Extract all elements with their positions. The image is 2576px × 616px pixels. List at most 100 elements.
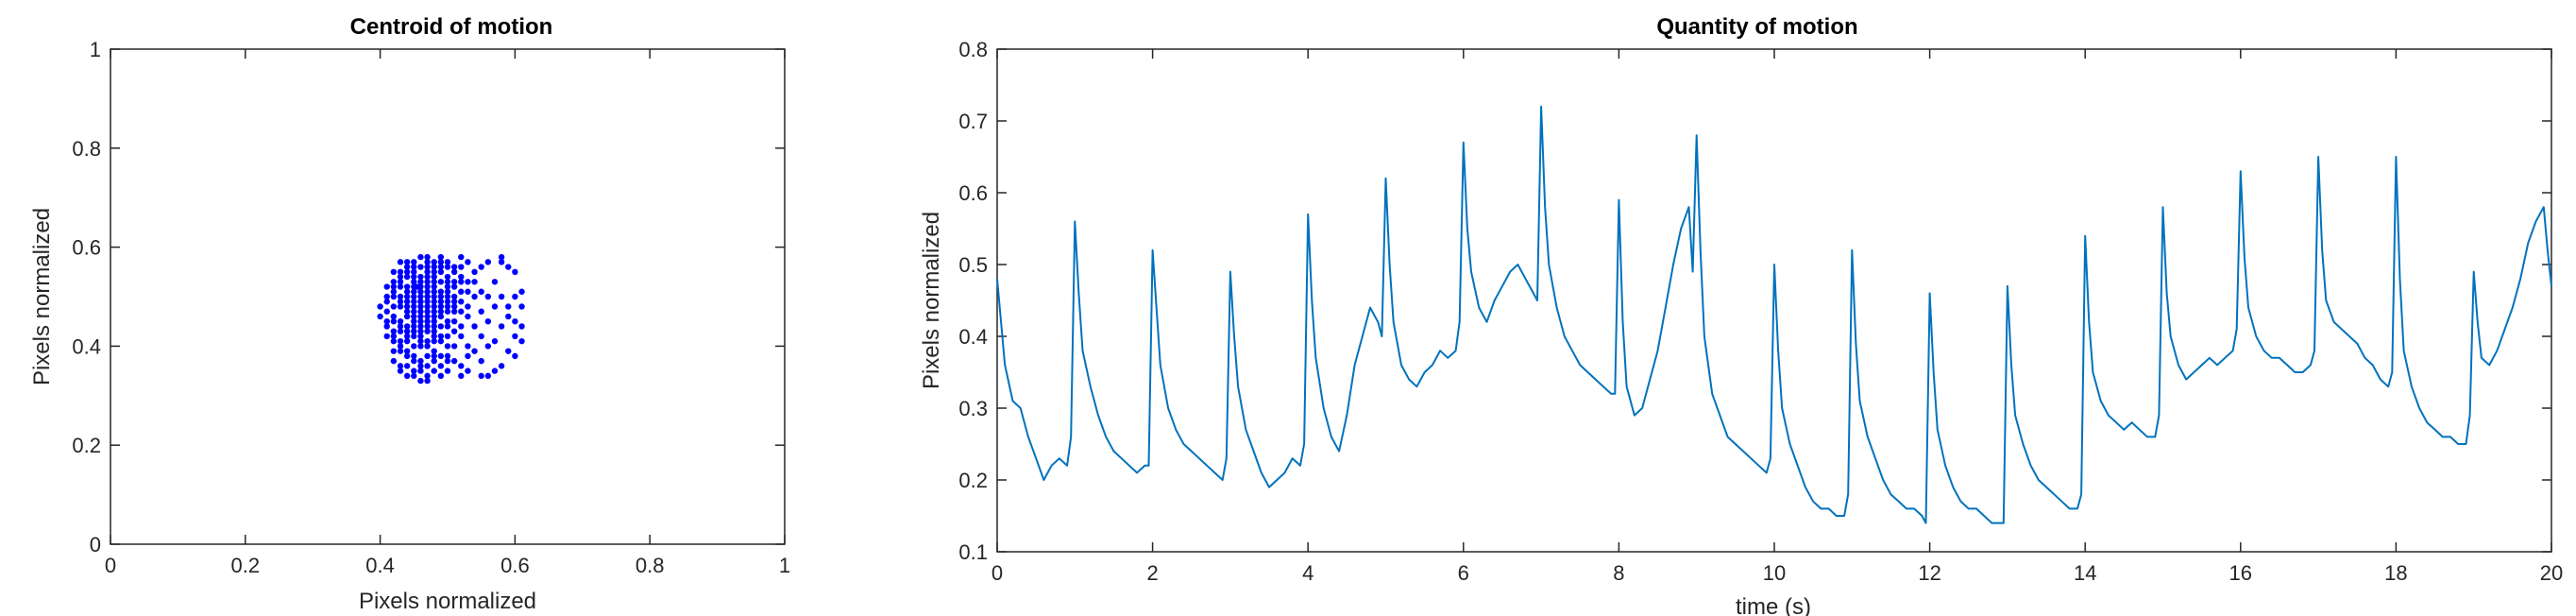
scatter-point — [411, 299, 417, 305]
scatter-x-tick-label: 0.2 — [231, 554, 261, 577]
scatter-point — [444, 303, 451, 310]
scatter-point — [431, 368, 437, 374]
scatter-point — [424, 259, 431, 265]
scatter-point — [377, 303, 383, 310]
scatter-point — [498, 363, 505, 369]
scatter-point — [424, 293, 431, 300]
scatter-point — [512, 333, 518, 340]
line-x-tick-label: 2 — [1146, 561, 1158, 585]
scatter-point — [478, 372, 484, 380]
scatter-point — [390, 318, 398, 325]
line-y-tick-label: 0.7 — [958, 110, 988, 133]
scatter-point — [411, 328, 417, 334]
scatter-point — [417, 288, 424, 295]
scatter-point — [431, 352, 437, 360]
scatter-point — [431, 323, 437, 330]
scatter-x-tick-label: 0.4 — [365, 554, 395, 577]
scatter-point — [424, 268, 431, 275]
scatter-point — [505, 348, 512, 354]
scatter-point — [390, 328, 398, 334]
line-x-tick-label: 18 — [2384, 561, 2407, 585]
scatter-point — [512, 352, 518, 360]
scatter-point — [437, 253, 445, 261]
scatter-point — [383, 308, 390, 315]
scatter-point — [431, 273, 437, 281]
scatter-point — [424, 288, 431, 295]
scatter-point — [417, 293, 424, 300]
scatter-y-tick-label: 1 — [90, 38, 101, 61]
scatter-point — [444, 343, 451, 350]
scatter-point — [484, 343, 492, 350]
scatter-point — [411, 368, 417, 374]
scatter-point — [390, 268, 398, 275]
scatter-point — [403, 299, 411, 305]
scatter-point — [458, 299, 465, 305]
scatter-point — [444, 273, 451, 281]
scatter-point — [437, 293, 445, 300]
scatter-point — [383, 318, 390, 325]
scatter-point — [403, 328, 411, 334]
scatter-point — [431, 303, 437, 310]
scatter-point — [397, 259, 404, 265]
scatter-y-tick-label: 0.2 — [72, 434, 101, 457]
scatter-point — [431, 283, 437, 290]
scatter-point — [411, 273, 417, 281]
scatter-point — [397, 268, 404, 275]
scatter-point — [417, 368, 424, 374]
scatter-point — [417, 313, 424, 320]
scatter-point — [424, 363, 431, 369]
scatter-point — [444, 318, 451, 325]
scatter-point — [458, 273, 465, 281]
scatter-point — [471, 323, 478, 330]
scatter-x-axis-label: Pixels normalized — [359, 589, 536, 614]
scatter-point — [491, 303, 499, 310]
scatter-point — [403, 363, 411, 369]
scatter-point — [518, 303, 525, 310]
scatter-point — [450, 308, 458, 315]
scatter-point — [465, 313, 471, 320]
line-panel: Quantity of motion 0 2 4 6 8 10 12 14 16 18 20 0.1 0… — [919, 14, 2563, 616]
scatter-point — [471, 279, 478, 285]
scatter-point — [431, 293, 437, 300]
scatter-point — [437, 313, 445, 320]
scatter-point — [431, 357, 437, 365]
scatter-point — [397, 328, 404, 334]
scatter-point — [417, 279, 424, 285]
scatter-point — [417, 253, 424, 261]
scatter-point — [397, 323, 404, 330]
scatter-point — [484, 372, 492, 380]
scatter-point — [437, 372, 445, 380]
scatter-point — [465, 288, 471, 295]
scatter-point — [437, 279, 445, 285]
scatter-point — [437, 268, 445, 275]
scatter-point — [491, 368, 499, 374]
line-x-tick-label: 10 — [1763, 561, 1786, 585]
scatter-point — [518, 337, 525, 345]
scatter-point — [403, 372, 411, 380]
scatter-point — [450, 343, 458, 350]
scatter-point — [431, 264, 437, 270]
scatter-point — [390, 303, 398, 310]
scatter-y-tick-label: 0 — [90, 533, 101, 556]
scatter-point — [458, 279, 465, 285]
line-y-tick-label: 0.2 — [958, 469, 988, 492]
scatter-point — [397, 348, 404, 354]
scatter-point — [437, 352, 445, 360]
scatter-point — [403, 259, 411, 265]
line-y-tick-label: 0.1 — [958, 540, 988, 564]
scatter-point — [450, 293, 458, 300]
scatter-point — [417, 283, 424, 290]
scatter-point — [444, 333, 451, 340]
scatter-point — [437, 299, 445, 305]
scatter-point — [450, 357, 458, 365]
scatter-point — [512, 293, 518, 300]
scatter-point — [471, 293, 478, 300]
scatter-point — [417, 377, 424, 385]
scatter-point — [458, 264, 465, 270]
scatter-point — [444, 323, 451, 330]
line-series — [996, 105, 2552, 524]
scatter-point — [458, 253, 465, 261]
scatter-point — [437, 363, 445, 369]
scatter-point — [417, 318, 424, 325]
